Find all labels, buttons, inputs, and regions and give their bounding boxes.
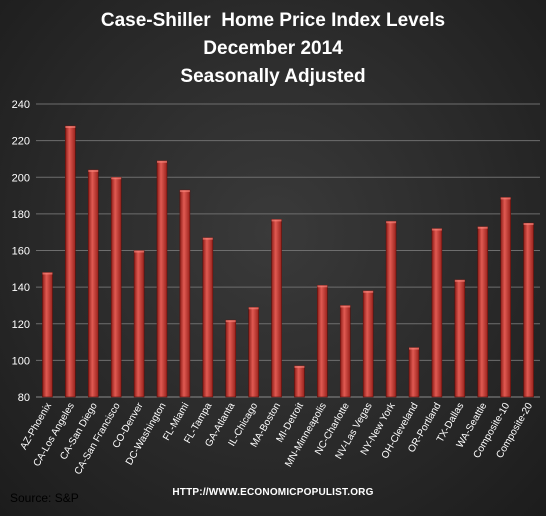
bar-top-highlight: [134, 250, 145, 253]
bar-top-highlight: [294, 365, 305, 368]
bar-top-highlight: [42, 272, 53, 275]
y-tick-label: 160: [12, 246, 30, 258]
bar: [133, 250, 145, 398]
bar: [225, 319, 237, 398]
bar: [294, 365, 305, 398]
chart-title-line-3: Seasonally Adjusted: [180, 66, 366, 87]
bar-top-highlight: [271, 219, 282, 222]
bar: [156, 160, 168, 398]
y-tick-label: 140: [12, 282, 30, 294]
bar-top-highlight: [409, 347, 419, 350]
y-tick-label: 220: [12, 136, 30, 148]
y-tick-label: 100: [12, 355, 30, 367]
bar-top-highlight: [363, 290, 374, 293]
chart-title-line-2: December 2014: [203, 38, 343, 59]
bar: [65, 125, 76, 398]
y-tick-label: 200: [12, 172, 30, 184]
bar-top-highlight: [340, 305, 351, 308]
bar-top-highlight: [477, 226, 488, 229]
bar: [362, 290, 374, 398]
bar: [87, 169, 99, 398]
y-tick-label: 180: [12, 209, 30, 221]
bar-top-highlight: [454, 279, 465, 282]
bar-top-highlight: [317, 285, 328, 288]
bar: [431, 228, 443, 398]
bar: [42, 272, 53, 398]
bar-top-highlight: [111, 177, 122, 180]
bar: [317, 284, 328, 398]
bar: [339, 305, 351, 398]
bar-top-highlight: [523, 223, 534, 226]
bar-top-highlight: [88, 169, 99, 172]
chart-title-line-1: Case-Shiller Home Price Index Levels: [100, 10, 446, 31]
bar: [385, 220, 397, 398]
y-tick-label: 80: [18, 392, 30, 404]
bar-top-highlight: [431, 228, 442, 231]
bar-top-highlight: [202, 237, 213, 240]
website-url: HTTP://WWW.ECONOMICPOPULIST.ORG: [172, 487, 374, 498]
bar: [523, 222, 534, 398]
bar: [202, 237, 214, 398]
bar-top-highlight: [500, 197, 511, 200]
bar: [408, 347, 420, 398]
bar: [110, 176, 122, 398]
y-tick-label: 120: [12, 319, 30, 331]
bar: [179, 189, 191, 398]
bar: [454, 279, 466, 398]
bar: [500, 197, 511, 398]
bar-top-highlight: [179, 190, 190, 193]
bar-top-highlight: [225, 320, 236, 323]
bar-top-highlight: [65, 125, 76, 128]
bar-top-highlight: [248, 307, 259, 310]
bar-top-highlight: [386, 221, 397, 224]
bar: [477, 226, 489, 398]
source-note: Source: S&P: [10, 491, 79, 505]
bar: [271, 219, 282, 398]
y-tick-label: 240: [12, 99, 30, 111]
bar: [248, 306, 259, 398]
bar-top-highlight: [157, 160, 167, 163]
